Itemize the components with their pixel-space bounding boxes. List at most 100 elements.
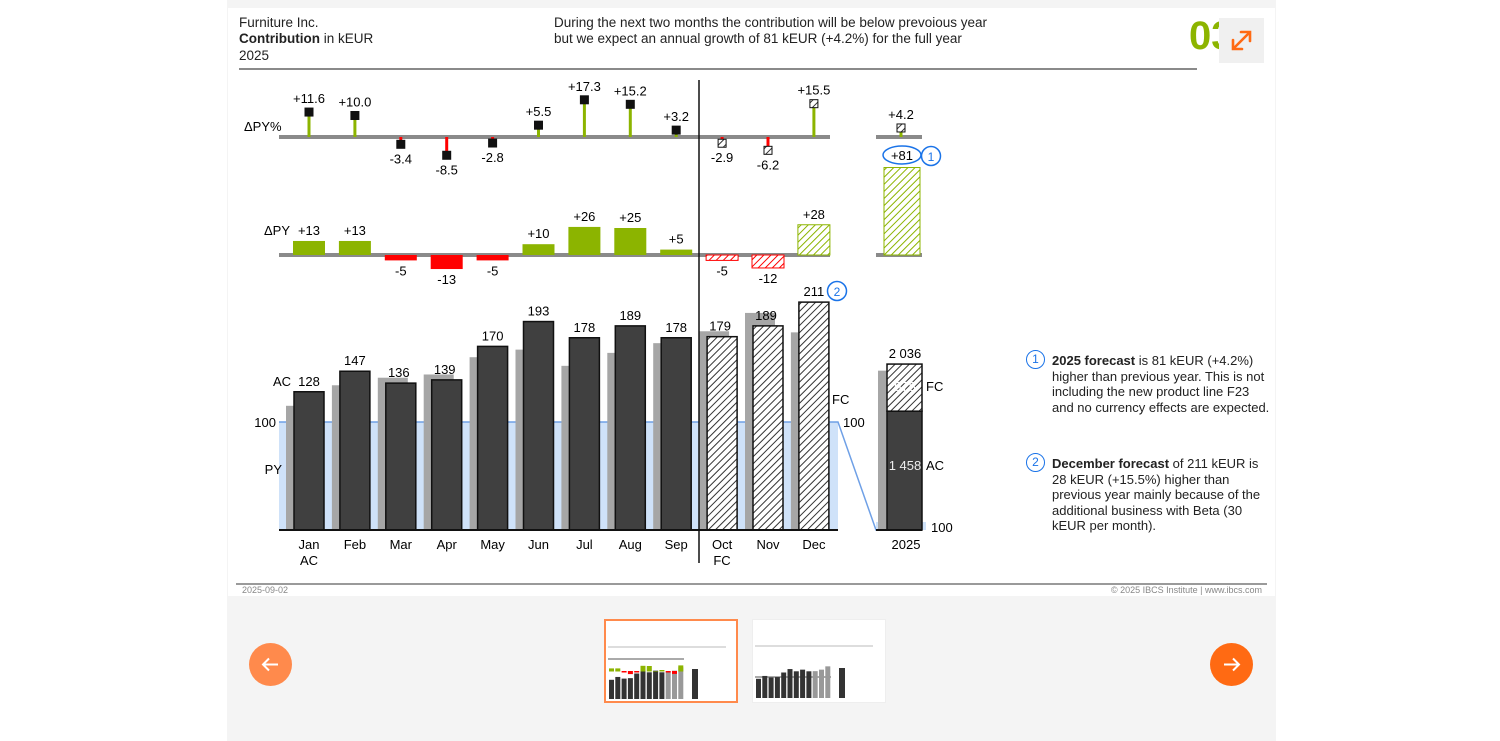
delta-pct-label: -3.4 xyxy=(390,151,412,166)
next-slide-button[interactable] xyxy=(1210,643,1253,686)
period: 2025 xyxy=(239,48,270,63)
previous-slide-button[interactable] xyxy=(249,643,292,686)
delta-pct-label: +3.2 xyxy=(663,109,689,124)
value-label: 179 xyxy=(709,319,731,334)
delta-pct-label: -6.2 xyxy=(757,157,779,172)
thumb-delta xyxy=(659,670,665,672)
year-delta-bar xyxy=(883,167,921,256)
delta-pct-marker xyxy=(579,95,589,105)
delta-label: +25 xyxy=(619,210,641,225)
month-label: Jan xyxy=(299,537,320,552)
thumb-delta xyxy=(615,668,621,672)
thumb-year-bar xyxy=(692,669,698,699)
expand-button[interactable] xyxy=(1219,18,1264,63)
ac-bar xyxy=(339,370,371,531)
fc-label: FC xyxy=(832,392,849,407)
annotation-circle-2 xyxy=(826,280,848,302)
footer-divider xyxy=(236,583,1267,585)
thumb-delta xyxy=(646,666,652,672)
note-number: 1 xyxy=(1026,350,1045,369)
year-ac-tag: AC xyxy=(926,458,944,473)
fc-bar xyxy=(752,325,784,531)
delta-pct-marker xyxy=(488,138,498,148)
year-fc-bar xyxy=(886,363,923,412)
thumb-bar xyxy=(825,666,831,698)
contribution-chart: 100 100 PY AC FC ΔPY% ΔPY 128 Jan +13 +11.6 147 Feb +… xyxy=(244,79,953,568)
delta-bar xyxy=(293,240,325,255)
ac-period-label: AC xyxy=(300,553,318,568)
arrow-left-icon xyxy=(261,657,278,672)
thumb-bar xyxy=(665,672,671,699)
year-delta-pct-marker xyxy=(896,123,906,133)
ac-bar xyxy=(522,320,555,531)
delta-bar xyxy=(522,244,555,255)
measure-bold: Contribution xyxy=(239,31,320,46)
value-label: 189 xyxy=(755,308,777,323)
value-label: 178 xyxy=(574,320,596,335)
delta-label: -12 xyxy=(759,271,778,286)
measure-title: Contribution in kEUR xyxy=(239,31,373,47)
delta-bar xyxy=(751,254,785,269)
delta-label: +26 xyxy=(573,209,595,224)
company-name: Furniture Inc. xyxy=(239,15,319,30)
thumbnail-slide-2[interactable] xyxy=(752,619,886,717)
note-text: of 211 kEUR is 28 kEUR (+15.5%) higher t… xyxy=(1052,456,1261,533)
thumb-delta xyxy=(621,671,627,673)
thumb-delta xyxy=(678,665,684,672)
delta-bar xyxy=(568,226,601,255)
fc-bar xyxy=(706,335,738,531)
value-label: 136 xyxy=(388,365,410,380)
thumbnail-slide-1[interactable] xyxy=(604,619,738,720)
delta-pct-label: +5.5 xyxy=(526,104,552,119)
year-fc-tag: FC xyxy=(926,379,943,394)
delta-bar xyxy=(705,254,739,261)
annotation-number-2: 2 xyxy=(834,285,841,299)
scale-label-left: 100 xyxy=(254,415,276,430)
footer-copyright: © 2025 IBCS Institute | www.ibcs.com xyxy=(1110,585,1262,595)
thumb-bar xyxy=(806,671,812,698)
delta-pct-marker xyxy=(763,145,773,155)
delta-bar xyxy=(430,255,463,270)
thumb-bar xyxy=(659,672,665,699)
month-label: Mar xyxy=(390,537,413,552)
message-line-1: During the next two months the contribut… xyxy=(554,15,987,30)
delta-bar xyxy=(797,224,831,256)
row-label-delta: ΔPY xyxy=(264,223,290,238)
scale-label-right: 100 xyxy=(843,415,865,430)
thumb-bar xyxy=(653,670,659,699)
row-label-delta-pct: ΔPY% xyxy=(244,119,282,134)
thumb-bar xyxy=(756,678,761,698)
year-ac-value: 1 458 xyxy=(889,458,922,473)
delta-pct-marker xyxy=(717,138,727,148)
value-label: 211 xyxy=(804,284,825,299)
year-total-label: 2 036 xyxy=(889,346,922,361)
delta-bar xyxy=(614,228,647,255)
note-bold: 2025 forecast xyxy=(1052,353,1136,368)
ac-bar xyxy=(293,391,325,531)
thumb-bar xyxy=(768,677,774,698)
value-label: 193 xyxy=(528,304,550,319)
thumb-delta xyxy=(634,671,640,673)
month-label: Apr xyxy=(437,537,458,552)
month-label: Jun xyxy=(528,537,549,552)
ac-bar xyxy=(568,337,601,531)
year-delta-label: +81 xyxy=(891,148,913,163)
year-fc-value: 578 xyxy=(894,379,916,394)
scale-band xyxy=(279,422,838,530)
ac-bar xyxy=(614,325,647,531)
thumb-delta xyxy=(627,671,633,675)
delta-pct-label: -2.8 xyxy=(481,150,503,165)
delta-pct-marker xyxy=(442,150,452,160)
year-scale-label: 100 xyxy=(931,520,953,535)
delta-pct-label: -8.5 xyxy=(435,162,457,177)
thumb-bar xyxy=(672,670,677,699)
delta-label: +5 xyxy=(669,232,684,247)
month-label: Dec xyxy=(802,537,826,552)
thumb-bar xyxy=(640,670,646,699)
delta-pct-label: +15.2 xyxy=(614,83,647,98)
value-label: 178 xyxy=(665,320,687,335)
month-label: Oct xyxy=(712,537,733,552)
thumb-bar xyxy=(793,671,799,698)
thumb-bar xyxy=(762,675,768,698)
delta-label: -5 xyxy=(716,263,728,278)
